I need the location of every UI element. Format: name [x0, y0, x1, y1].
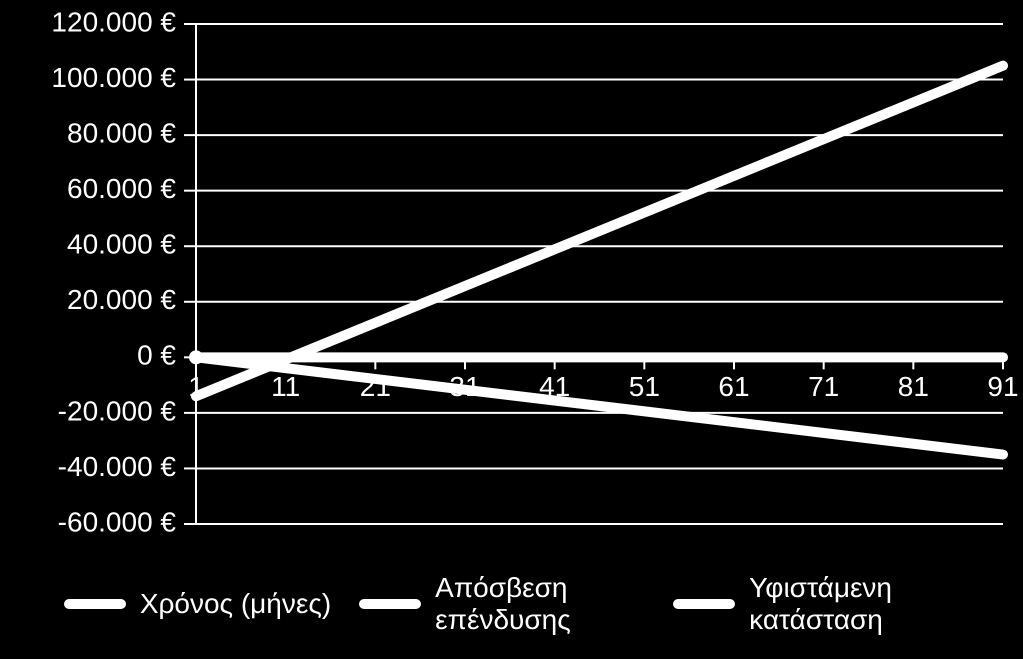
y-tick-label: 80.000 €: [67, 118, 176, 149]
y-tick-label: 0 €: [137, 340, 176, 371]
chart-svg: -60.000 € -40.000 € -20.000 € 0 € 20.000 € 40…: [0, 0, 1023, 659]
line-chart: -60.000 € -40.000 € -20.000 € 0 € 20.000 € 40…: [0, 0, 1023, 659]
legend-swatch: [359, 599, 421, 609]
legend-item-investment_payback: Απόσβεση επένδυσης: [359, 572, 645, 636]
y-tick-label: 40.000 €: [67, 229, 176, 260]
x-tick-label: 11: [271, 371, 300, 402]
x-tick-label: 81: [898, 371, 929, 402]
legend-item-existing_situation: Υφιστάμενη κατάσταση: [673, 572, 959, 636]
legend-item-time_months: Χρόνος (μήνες): [64, 588, 331, 620]
x-tick-label: 51: [629, 371, 660, 402]
y-tick-label: -40.000 €: [58, 451, 177, 482]
x-tick-label: 61: [718, 371, 749, 402]
marker-dot: [189, 350, 203, 364]
x-tick-label: 71: [808, 371, 839, 402]
y-tick-label: -20.000 €: [58, 395, 177, 426]
legend-swatch: [673, 599, 735, 609]
y-tick-label: 100.000 €: [51, 62, 176, 93]
y-tick-label: -60.000 €: [58, 506, 177, 537]
legend-label: Απόσβεση επένδυσης: [435, 572, 645, 636]
legend-swatch: [64, 599, 126, 609]
legend-label: Υφιστάμενη κατάσταση: [749, 572, 959, 636]
y-tick-label: 60.000 €: [67, 173, 176, 204]
y-tick-label: 120.000 €: [51, 6, 176, 37]
legend: Χρόνος (μήνες) Απόσβεση επένδυσης Υφιστάμε…: [0, 572, 1023, 636]
y-tick-label: 20.000 €: [67, 284, 176, 315]
x-tick-label: 91: [987, 371, 1018, 402]
legend-label: Χρόνος (μήνες): [140, 588, 331, 620]
